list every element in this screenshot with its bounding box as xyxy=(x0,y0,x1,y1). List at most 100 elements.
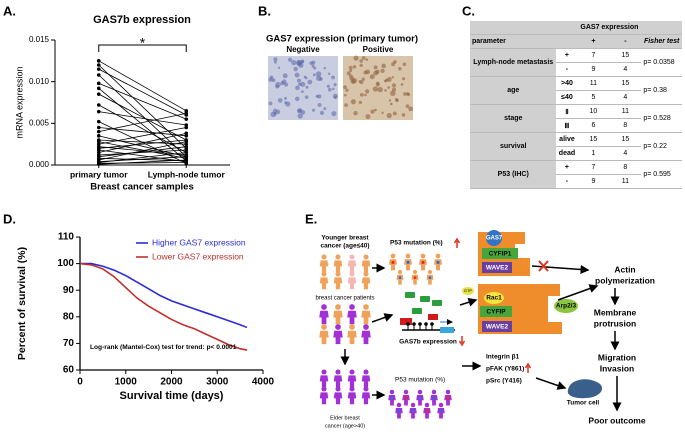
text: GAS7 expression (primary tumor) xyxy=(266,34,418,45)
table-cell: p= 0.0358 xyxy=(641,48,682,77)
arrow xyxy=(371,313,394,323)
person-body xyxy=(347,375,357,388)
cell-nucleus xyxy=(304,95,309,99)
cell-nucleus xyxy=(387,86,390,89)
table-cell: + xyxy=(556,160,578,175)
mutation-dot xyxy=(418,396,422,400)
cell-nucleus xyxy=(300,81,306,87)
text: B. xyxy=(258,3,271,18)
cell-nucleus xyxy=(402,77,406,81)
person-head xyxy=(397,269,403,275)
person-body xyxy=(347,310,357,325)
cell-nucleus xyxy=(315,71,322,77)
cell-nucleus xyxy=(361,77,365,81)
person-body xyxy=(361,330,371,345)
text: Actin xyxy=(614,264,635,274)
paired-line xyxy=(98,146,187,158)
person-head xyxy=(363,254,369,260)
data-point xyxy=(184,111,189,116)
person-head xyxy=(335,254,341,260)
table-cell: Ⅲ xyxy=(556,118,578,133)
table-cell: 9 xyxy=(577,174,610,189)
text: pSrc (Y416) xyxy=(486,378,522,385)
table-cell: + xyxy=(556,48,578,63)
cyfip1-box xyxy=(482,248,518,259)
text: pFAK (Y861) xyxy=(486,366,524,373)
table-cell: 8 xyxy=(609,160,642,175)
mutation-dot xyxy=(390,396,394,400)
person-body xyxy=(416,395,424,406)
trend-arrow xyxy=(458,336,466,347)
gas7-protein xyxy=(486,230,502,246)
data-point xyxy=(96,142,101,146)
text: primary tumor xyxy=(70,169,128,179)
protein-block xyxy=(428,314,438,320)
cell-nucleus xyxy=(284,96,287,100)
cell-nucleus xyxy=(300,90,304,94)
text: mRNA expression xyxy=(14,66,24,138)
cell-nucleus xyxy=(296,78,302,83)
person-body xyxy=(419,259,427,271)
person-body xyxy=(319,375,329,388)
table-cell xyxy=(641,21,682,35)
cell-nucleus xyxy=(323,66,327,70)
text: GTP xyxy=(464,288,473,293)
cell-nucleus xyxy=(316,75,322,81)
text: Log-rank (Mantel-Cox) test for trend: p<… xyxy=(90,344,237,351)
cell-nucleus xyxy=(388,99,392,102)
paired-line xyxy=(98,139,187,149)
table-row: ≤40 5 4 xyxy=(470,90,682,105)
table-cell: p= 0.528 xyxy=(641,104,682,133)
table-cell: + xyxy=(577,34,610,49)
text: * xyxy=(140,35,146,51)
table-row: dead 1 4 xyxy=(470,146,682,161)
cell-nucleus xyxy=(363,70,368,75)
table-cell: 7 xyxy=(577,48,610,63)
text: 1000 xyxy=(115,377,138,388)
text: 80 xyxy=(63,311,75,322)
text: Tumor cell xyxy=(567,400,600,407)
cell-nucleus xyxy=(331,111,337,117)
cell-nucleus xyxy=(331,75,335,80)
arrow xyxy=(531,264,590,274)
text: 3000 xyxy=(206,377,229,388)
text: P53 mutation (%) xyxy=(395,377,445,384)
text: Elder breast xyxy=(330,415,360,421)
person-head xyxy=(321,369,327,375)
data-point xyxy=(184,148,189,152)
protein-block xyxy=(405,292,415,298)
text: Invasion xyxy=(600,363,634,373)
paired-line xyxy=(98,88,187,162)
person-head xyxy=(349,254,355,260)
data-point xyxy=(96,162,101,166)
cell-nucleus xyxy=(307,79,313,85)
person-head xyxy=(417,389,423,395)
cell-nucleus xyxy=(296,59,302,66)
mutation-dot xyxy=(413,276,417,279)
table-row: stage Ⅱ 10 11 p= 0.528 xyxy=(470,104,682,133)
data-point xyxy=(96,139,101,144)
data-point xyxy=(96,129,101,134)
table-panel: GAS7 expression parameter + - Fisher test Lym… xyxy=(470,21,682,189)
text: D. xyxy=(3,211,16,226)
text: Membrane xyxy=(594,307,637,317)
cell-nucleus xyxy=(401,113,406,117)
cell-nucleus xyxy=(365,58,369,61)
cell-nucleus xyxy=(405,104,410,109)
table-cell: parameter xyxy=(470,34,578,49)
cell-nucleus xyxy=(394,98,399,102)
cell-nucleus xyxy=(309,61,314,66)
person-head xyxy=(363,324,369,330)
text: 110 xyxy=(58,232,75,243)
person-body xyxy=(434,259,442,271)
person-body xyxy=(361,375,371,388)
person-head xyxy=(335,324,341,330)
text: WAVE2 xyxy=(486,265,509,272)
cell-nucleus xyxy=(344,103,348,108)
cell-nucleus xyxy=(351,76,354,80)
table-cell: 1 xyxy=(577,146,610,161)
cell-nucleus xyxy=(295,85,300,91)
data-point xyxy=(184,117,189,121)
table: GAS7 expression parameter + - Fisher test Lym… xyxy=(470,21,682,189)
table-cell: 15 xyxy=(609,132,642,147)
